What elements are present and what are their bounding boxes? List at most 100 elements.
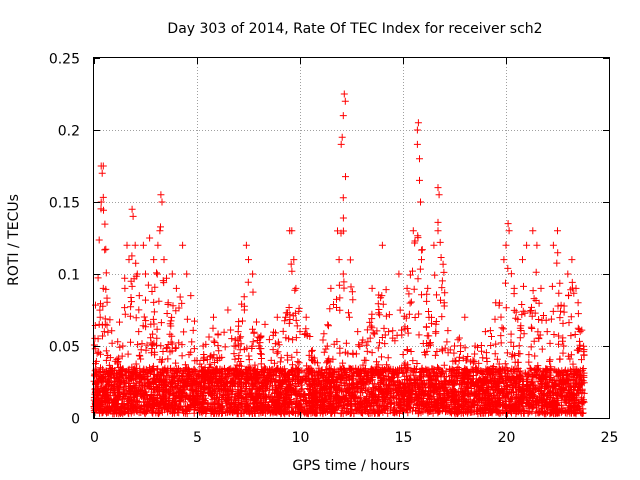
data-point <box>412 407 419 415</box>
data-point <box>528 312 536 320</box>
data-point <box>383 361 391 369</box>
data-point <box>507 270 515 278</box>
data-point <box>324 321 332 329</box>
data-point <box>118 395 126 403</box>
data-point <box>458 380 466 388</box>
data-point <box>493 394 501 402</box>
data-point <box>579 405 587 413</box>
data-point <box>514 358 522 366</box>
data-point <box>288 381 296 389</box>
data-point <box>362 341 370 349</box>
data-point <box>500 402 508 410</box>
data-point <box>530 373 538 381</box>
data-point <box>309 405 316 413</box>
data-point <box>559 334 567 342</box>
data-point <box>277 354 285 362</box>
data-point <box>362 368 370 376</box>
data-point <box>322 385 330 392</box>
data-point <box>579 365 587 372</box>
data-point <box>303 330 311 338</box>
data-point <box>502 376 509 384</box>
data-point <box>274 348 282 356</box>
data-point <box>207 352 215 360</box>
data-point <box>534 362 542 370</box>
data-point <box>379 300 387 308</box>
data-point <box>301 397 309 405</box>
data-point <box>292 334 300 342</box>
data-point <box>369 407 377 415</box>
data-point <box>218 353 226 361</box>
data-point <box>131 390 139 397</box>
data-point <box>339 214 347 222</box>
grid-lines <box>94 58 609 418</box>
data-point <box>95 348 103 356</box>
data-point <box>128 298 135 306</box>
data-point <box>240 293 248 301</box>
data-point <box>190 370 198 378</box>
data-point <box>410 379 418 386</box>
data-point <box>227 326 235 334</box>
data-point <box>116 406 124 414</box>
data-point <box>537 390 545 398</box>
data-point <box>272 368 280 376</box>
data-point <box>245 352 253 360</box>
data-point <box>200 351 208 358</box>
data-point <box>520 282 527 290</box>
data-point <box>323 366 331 373</box>
data-point <box>153 270 161 278</box>
data-point <box>194 371 202 379</box>
data-point <box>472 380 479 388</box>
data-point <box>279 366 287 373</box>
data-point <box>222 409 230 417</box>
data-point <box>322 345 330 353</box>
data-point <box>461 344 469 352</box>
data-point <box>157 319 165 327</box>
data-point <box>167 389 175 397</box>
data-point <box>155 297 163 305</box>
data-point <box>121 310 129 318</box>
data-point <box>97 205 105 213</box>
data-point <box>115 384 123 392</box>
data-point <box>218 382 226 390</box>
data-point <box>164 341 172 348</box>
data-point <box>466 397 474 405</box>
data-point <box>516 334 524 342</box>
data-point <box>249 325 256 333</box>
data-point <box>574 324 582 332</box>
data-point <box>292 316 300 324</box>
data-point <box>519 402 527 410</box>
data-point <box>378 353 385 361</box>
data-point <box>475 359 483 367</box>
data-point <box>164 365 172 373</box>
data-point <box>272 395 280 403</box>
data-point <box>125 410 133 418</box>
data-point <box>425 332 433 340</box>
data-point <box>253 318 260 326</box>
data-point <box>267 408 275 416</box>
data-point <box>243 396 251 404</box>
data-point <box>114 358 122 366</box>
data-point <box>293 348 301 356</box>
data-point <box>513 376 520 384</box>
data-point <box>487 365 495 372</box>
data-point <box>167 322 175 330</box>
data-point <box>150 366 158 374</box>
data-point <box>237 333 245 341</box>
data-point <box>138 340 146 348</box>
data-point <box>272 329 279 337</box>
data-point <box>386 375 394 383</box>
data-point <box>239 317 246 325</box>
data-point <box>320 397 328 405</box>
data-point <box>497 332 505 340</box>
data-point <box>121 408 129 416</box>
data-point <box>126 405 134 413</box>
data-point <box>438 398 446 406</box>
data-point <box>90 341 98 349</box>
data-point <box>557 301 565 309</box>
data-point <box>331 409 339 417</box>
data-point <box>198 400 206 408</box>
data-point <box>102 245 110 253</box>
data-point <box>501 360 509 368</box>
data-point <box>375 309 383 317</box>
data-point <box>567 332 575 340</box>
